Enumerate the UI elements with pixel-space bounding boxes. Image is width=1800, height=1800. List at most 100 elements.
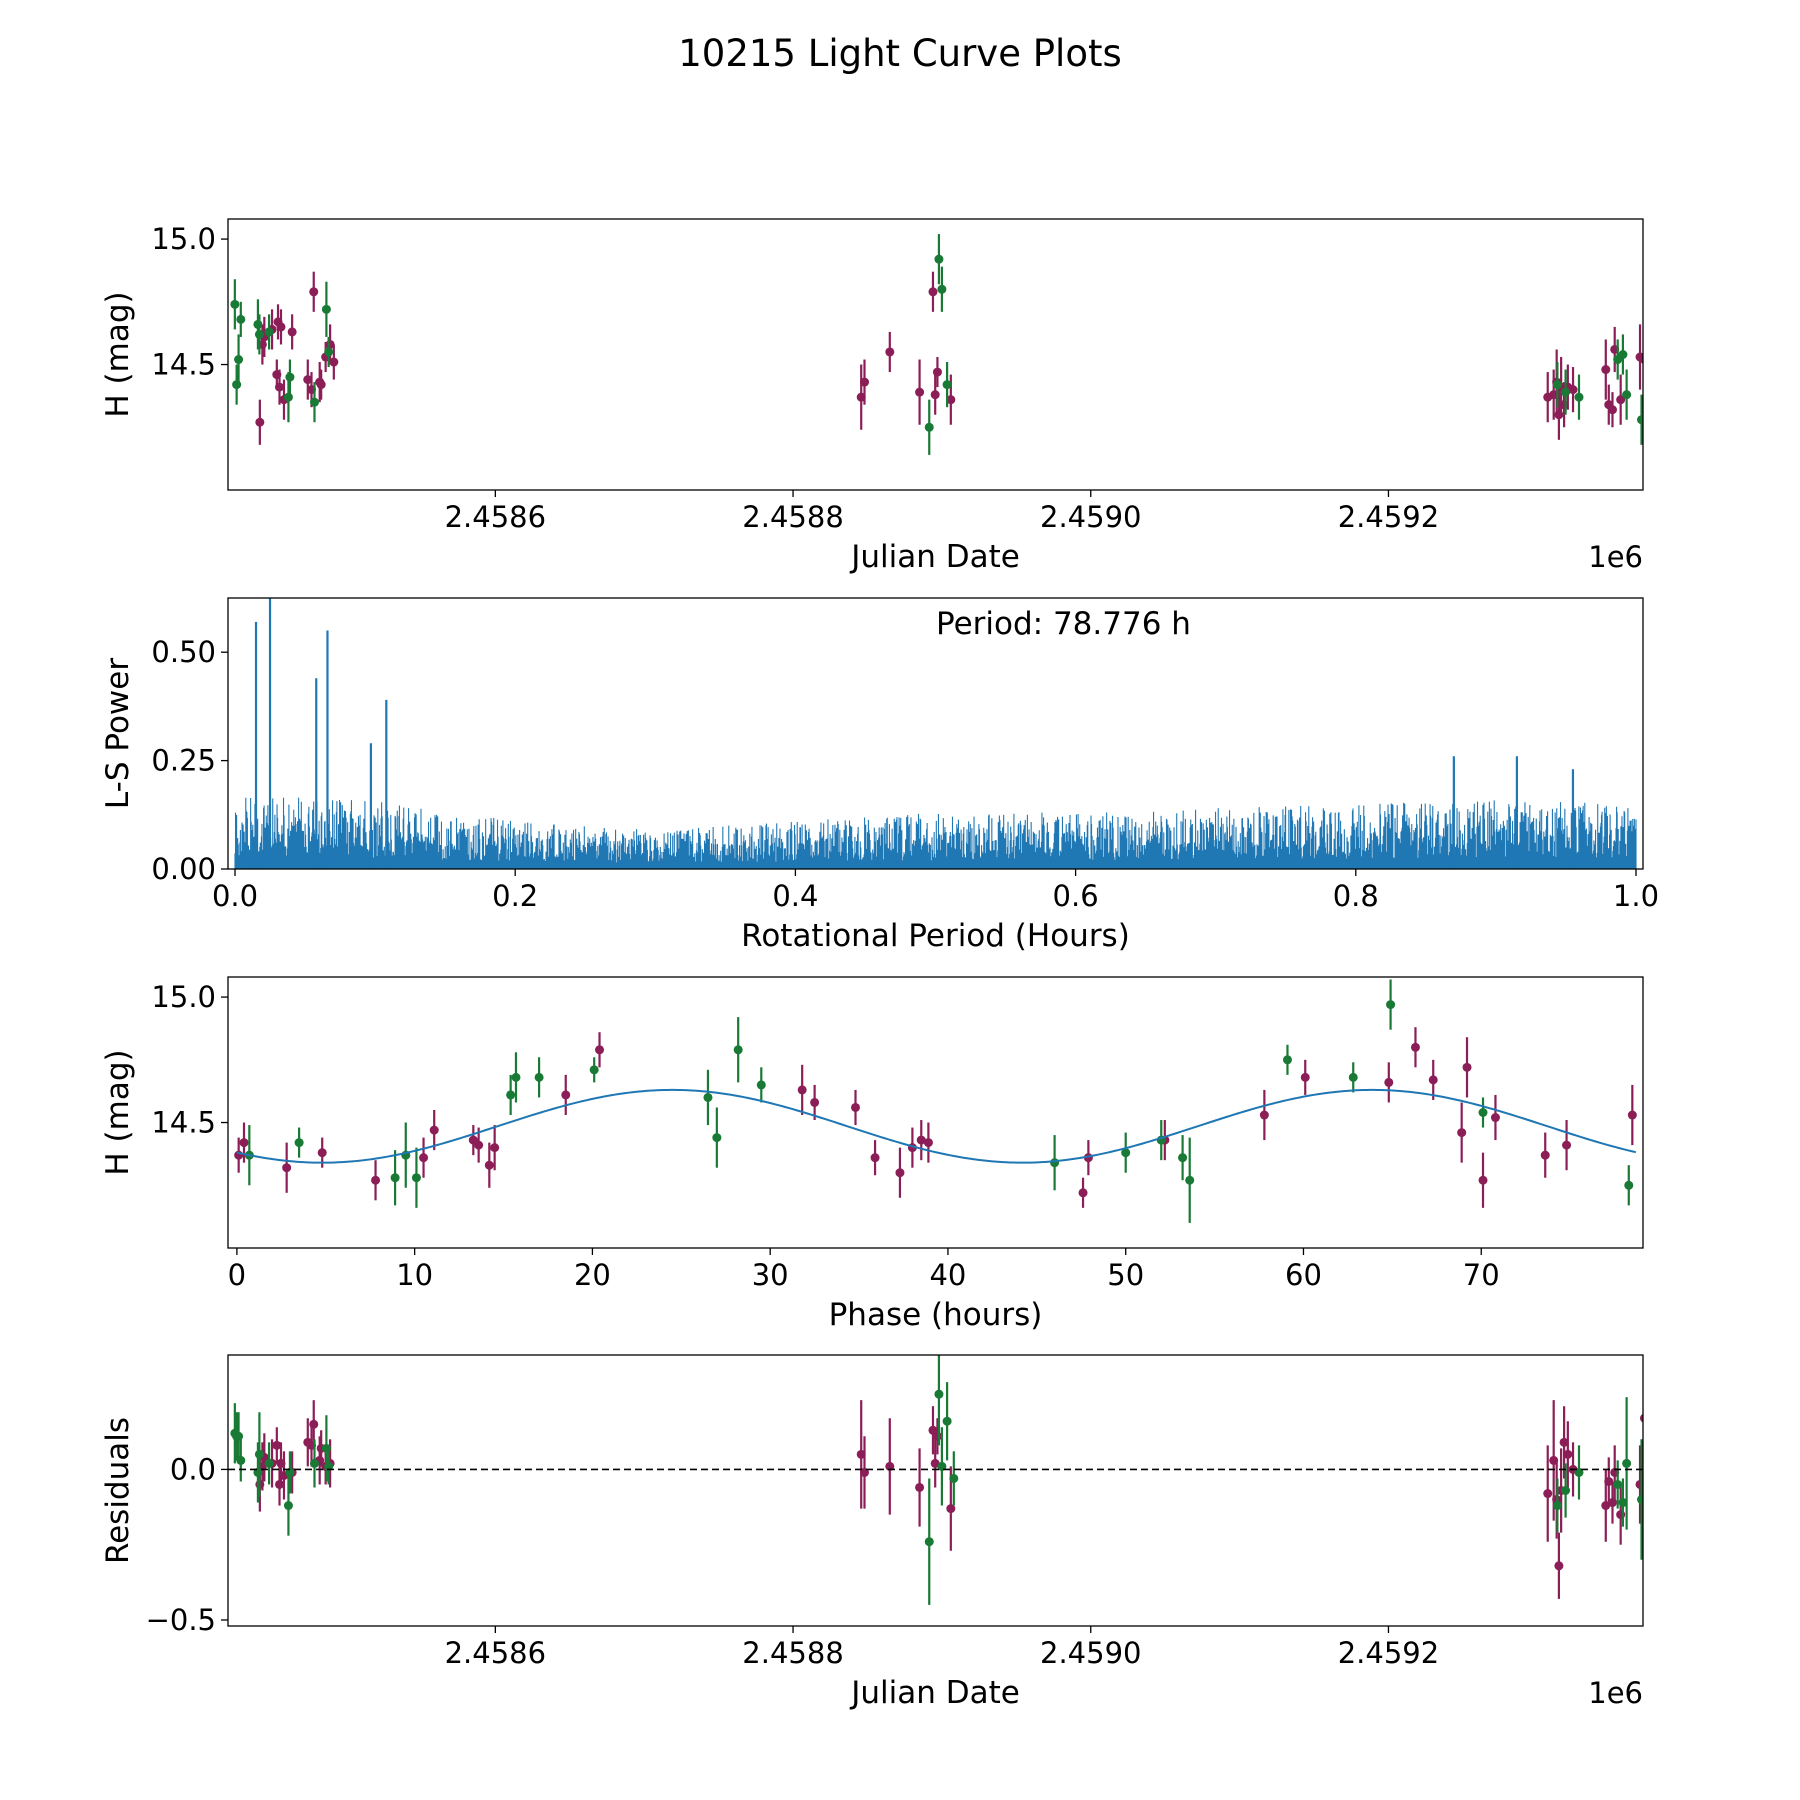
data-point — [309, 1419, 319, 1429]
series-green — [230, 234, 1643, 455]
data-point — [589, 1065, 599, 1075]
data-point — [1121, 1148, 1131, 1158]
data-layer — [234, 979, 1637, 1223]
data-point — [239, 1138, 249, 1148]
data-point — [275, 1479, 285, 1489]
y-axis-label: Residuals — [100, 1417, 136, 1564]
residuals-plot-area — [221, 1354, 1644, 1633]
phased-lightcurve-plot-area — [221, 976, 1644, 1255]
data-point — [1574, 392, 1584, 402]
y-tick-label: 15.0 — [151, 980, 216, 1014]
data-point — [294, 1138, 304, 1148]
x-tick-label: 0.4 — [772, 879, 818, 913]
data-point — [1559, 1437, 1569, 1447]
data-point — [930, 390, 940, 400]
data-point — [490, 1143, 500, 1153]
data-point — [230, 299, 240, 309]
panel-residuals: 2.4586 2.4588 2.4590 2.4592 −0.5 0.0 Jul… — [100, 1354, 1644, 1711]
y-tick-label: 0.00 — [151, 852, 216, 886]
data-point — [756, 1080, 766, 1090]
data-point — [283, 1501, 293, 1511]
data-point — [1622, 390, 1632, 400]
panel-phased-lightcurve: 0 10 20 30 40 50 60 70 14.5 15.0 Phase (… — [100, 976, 1644, 1333]
data-point — [946, 1504, 956, 1514]
raw-lightcurve-x-ticks: 2.4586 2.4588 2.4590 2.4592 — [445, 500, 1440, 534]
y-tick-label: 14.5 — [151, 348, 216, 382]
period-annotation: Period: 78.776 h — [936, 606, 1191, 642]
data-point — [1563, 1449, 1573, 1459]
data-point — [928, 287, 938, 297]
x-tick-label: 30 — [752, 1258, 789, 1292]
data-point — [916, 1135, 926, 1145]
data-point — [1410, 1042, 1420, 1052]
periodogram-y-ticks: 0.00 0.25 0.50 — [151, 635, 216, 886]
figure-title: 10215 Light Curve Plots — [678, 32, 1122, 75]
data-point — [1639, 355, 1643, 364]
data-point — [1552, 1501, 1562, 1511]
data-point — [937, 284, 947, 294]
x-tick-label: 2.4586 — [445, 1636, 546, 1670]
data-point — [303, 375, 313, 385]
y-tick-label: 14.5 — [151, 1106, 216, 1140]
data-point — [1300, 1072, 1310, 1082]
data-point — [419, 1153, 429, 1163]
x-axis-label: Julian Date — [849, 539, 1020, 575]
axes-frame — [227, 597, 1644, 870]
data-point — [915, 1482, 925, 1492]
data-point — [429, 1125, 439, 1135]
data-point — [1607, 405, 1617, 415]
y-tick-label: 0.50 — [151, 635, 216, 669]
data-point — [390, 1173, 400, 1183]
data-point — [733, 1045, 743, 1055]
periodogram-x-ticks: 0.0 0.2 0.4 0.6 0.8 1.0 — [212, 879, 1659, 913]
raw-lightcurve-y-ticks: 14.5 15.0 — [151, 222, 216, 381]
data-point — [1627, 1110, 1637, 1120]
x-tick-label: 2.4590 — [1040, 1636, 1141, 1670]
data-point — [1618, 350, 1628, 359]
data-point — [1428, 1075, 1438, 1085]
data-point — [255, 417, 265, 427]
data-point — [810, 1097, 820, 1107]
x-axis-label: Rotational Period (Hours) — [741, 918, 1130, 954]
x-tick-label: 0.2 — [492, 879, 538, 913]
x-tick-label: 70 — [1463, 1258, 1500, 1292]
data-layer — [228, 1355, 1643, 1605]
data-point — [506, 1090, 516, 1100]
x-tick-label: 50 — [1107, 1258, 1144, 1292]
data-point — [1601, 365, 1611, 375]
data-point — [1462, 1062, 1472, 1072]
x-offset-label: 1e6 — [1588, 1676, 1643, 1710]
data-point — [1568, 385, 1578, 395]
data-point — [1613, 1479, 1623, 1489]
data-point — [309, 1458, 319, 1468]
data-point — [703, 1092, 713, 1102]
x-tick-label: 40 — [929, 1258, 966, 1292]
y-axis-label: H (mag) — [100, 1049, 136, 1175]
data-point — [236, 1455, 246, 1465]
data-point — [1622, 1458, 1632, 1468]
y-axis-label: L-S Power — [100, 658, 136, 809]
data-point — [859, 377, 869, 387]
data-point — [1561, 387, 1571, 397]
data-point — [949, 1473, 959, 1483]
data-point — [1185, 1175, 1195, 1185]
series-green — [244, 979, 1634, 1223]
data-point — [534, 1072, 544, 1082]
y-tick-label: 15.0 — [151, 222, 216, 256]
y-tick-label: 0.0 — [170, 1452, 216, 1486]
raw-lightcurve-plot-area — [221, 218, 1644, 497]
data-point — [285, 372, 295, 382]
data-point — [1348, 1072, 1358, 1082]
data-point — [942, 380, 952, 390]
data-point — [1282, 1055, 1292, 1065]
data-point — [932, 367, 942, 377]
x-tick-label: 2.4586 — [445, 500, 546, 534]
data-point — [1618, 1498, 1628, 1508]
phased-lightcurve-y-ticks: 14.5 15.0 — [151, 980, 216, 1139]
data-point — [1078, 1188, 1088, 1198]
data-point — [1478, 1108, 1488, 1117]
x-tick-label: 0.6 — [1053, 879, 1099, 913]
data-point — [712, 1133, 722, 1143]
data-point — [924, 1537, 934, 1547]
